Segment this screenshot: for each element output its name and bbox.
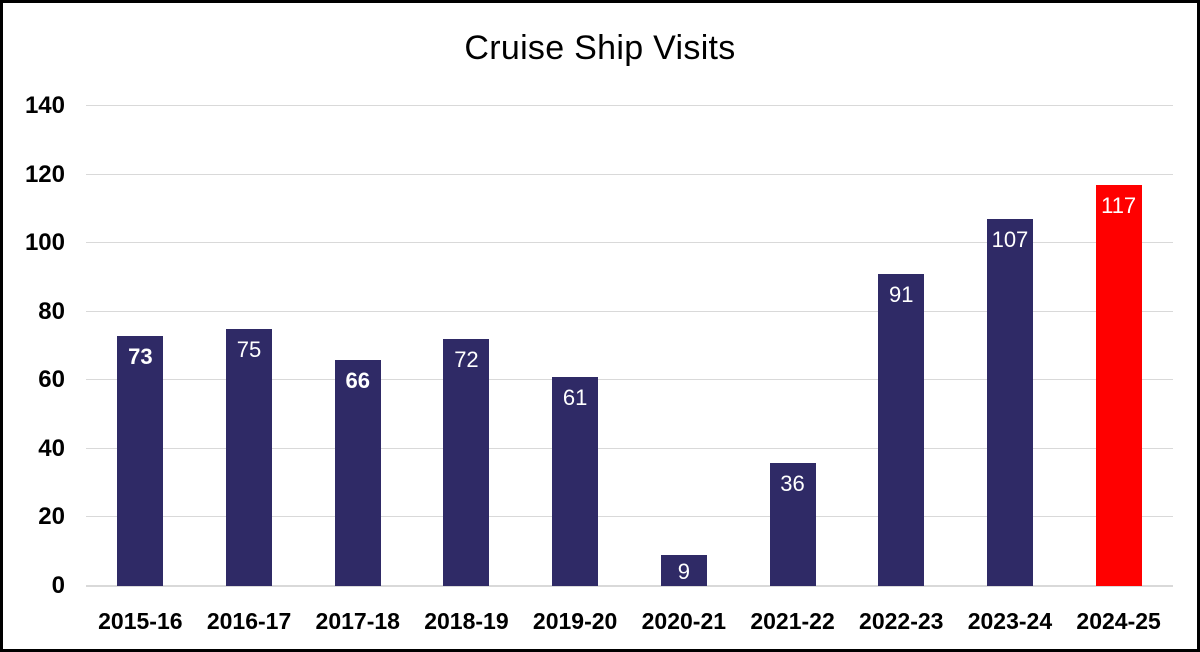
bar-2023-24: 107 xyxy=(986,219,1033,586)
y-gridline xyxy=(86,242,1173,244)
bar-value-label: 117 xyxy=(1101,192,1137,218)
y-tick-label: 120 xyxy=(24,160,65,188)
x-tick-label: 2022-23 xyxy=(859,608,944,634)
x-tick-label: 2018-19 xyxy=(424,608,509,634)
y-gridline xyxy=(86,516,1173,518)
x-tick-label: 2016-17 xyxy=(206,608,292,634)
x-tick-label: 2021-22 xyxy=(750,608,835,634)
x-tick-label: 2017-18 xyxy=(315,608,400,634)
x-axis-line xyxy=(86,585,1173,587)
y-tick-label: 60 xyxy=(38,366,65,394)
bar-2019-20: 61 xyxy=(552,376,599,586)
bar-value-label: 107 xyxy=(991,227,1029,253)
bar-value-label: 91 xyxy=(889,282,914,307)
y-gridline xyxy=(86,379,1173,381)
bar-2016-17: 75 xyxy=(226,328,273,586)
bar-2024-25: 117 xyxy=(1095,184,1142,586)
x-tick-label: 2024-25 xyxy=(1076,608,1161,634)
bar-2017-18: 66 xyxy=(334,359,381,586)
bar-2021-22: 36 xyxy=(769,462,816,586)
x-tick-label: 2020-21 xyxy=(641,608,727,634)
bar-value-label: 36 xyxy=(780,470,805,496)
y-tick-label: 20 xyxy=(38,503,65,531)
y-gridline xyxy=(86,447,1173,449)
bar-value-label: 75 xyxy=(236,336,262,362)
y-gridline xyxy=(86,173,1173,175)
bar-value-label: 61 xyxy=(562,384,588,410)
y-tick-label: 140 xyxy=(24,92,65,119)
y-gridline xyxy=(86,310,1173,312)
bar-2022-23: 91 xyxy=(878,274,925,586)
x-tick-label: 2023-24 xyxy=(967,608,1053,634)
y-tick-label: 100 xyxy=(24,229,65,257)
bar-value-label: 72 xyxy=(454,347,479,373)
bar-2015-16: 73 xyxy=(117,335,164,586)
bar-2018-19: 72 xyxy=(443,339,490,586)
y-tick-label: 40 xyxy=(38,434,65,462)
bar-value-label: 73 xyxy=(128,343,153,369)
y-gridline xyxy=(86,105,1173,106)
y-tick-label: 0 xyxy=(51,572,65,599)
bar-value-label: 66 xyxy=(345,367,370,393)
x-tick-label: 2019-20 xyxy=(532,608,618,634)
y-tick-label: 80 xyxy=(38,297,65,325)
bar-2020-21: 9 xyxy=(660,555,707,586)
bar-value-label: 9 xyxy=(677,559,690,585)
x-tick-label: 2015-16 xyxy=(98,608,183,634)
chart-title: Cruise Ship Visits xyxy=(464,29,736,67)
